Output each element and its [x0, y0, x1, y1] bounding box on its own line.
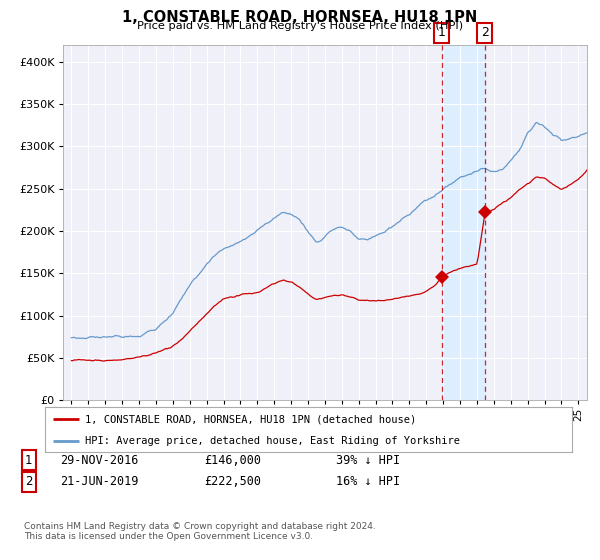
Text: 2: 2 [25, 475, 32, 488]
Text: £222,500: £222,500 [204, 475, 261, 488]
Text: 1, CONSTABLE ROAD, HORNSEA, HU18 1PN (detached house): 1, CONSTABLE ROAD, HORNSEA, HU18 1PN (de… [85, 414, 416, 424]
Bar [442, 45, 485, 400]
Text: Contains HM Land Registry data © Crown copyright and database right 2024.
This d: Contains HM Land Registry data © Crown c… [24, 522, 376, 542]
Text: 29-NOV-2016: 29-NOV-2016 [60, 454, 139, 467]
Text: £146,000: £146,000 [204, 454, 261, 467]
Text: 39% ↓ HPI: 39% ↓ HPI [336, 454, 400, 467]
Text: 1: 1 [25, 454, 32, 467]
Text: 1, CONSTABLE ROAD, HORNSEA, HU18 1PN: 1, CONSTABLE ROAD, HORNSEA, HU18 1PN [122, 10, 478, 25]
Text: HPI: Average price, detached house, East Riding of Yorkshire: HPI: Average price, detached house, East… [85, 436, 460, 446]
Text: 16% ↓ HPI: 16% ↓ HPI [336, 475, 400, 488]
Text: 2: 2 [481, 26, 489, 39]
Text: 21-JUN-2019: 21-JUN-2019 [60, 475, 139, 488]
Text: Price paid vs. HM Land Registry's House Price Index (HPI): Price paid vs. HM Land Registry's House … [137, 21, 463, 31]
Text: 1: 1 [438, 26, 446, 39]
